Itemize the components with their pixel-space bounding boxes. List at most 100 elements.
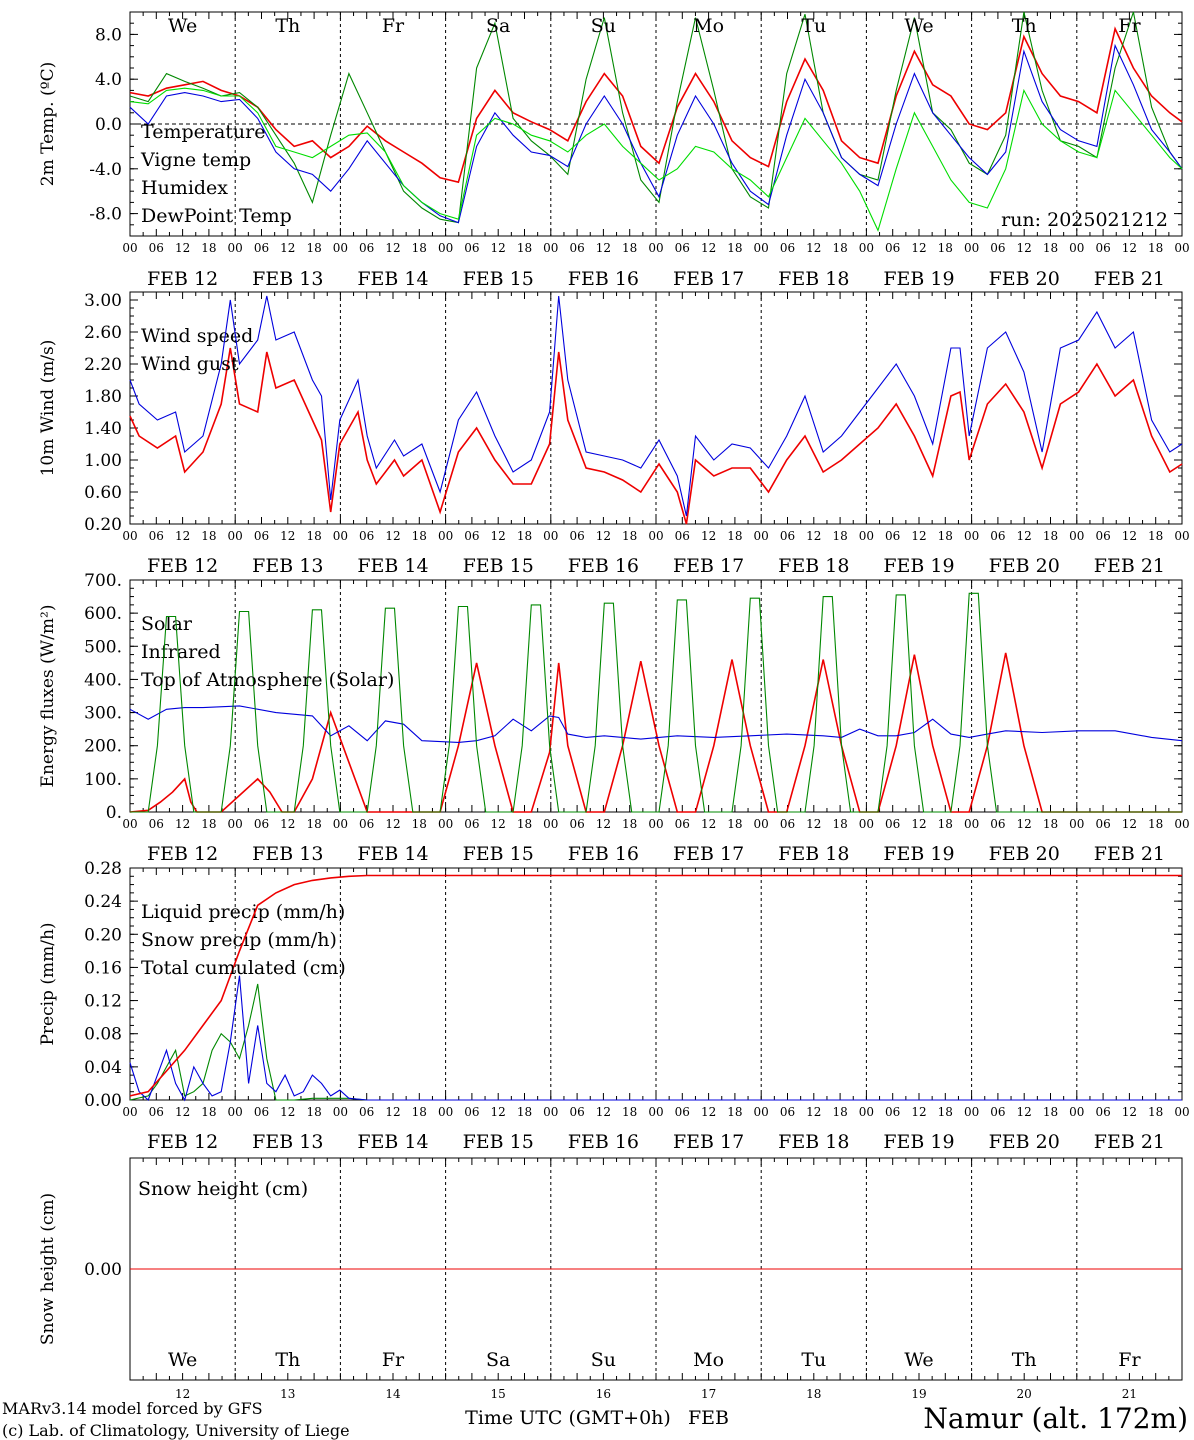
date-label: FEB 13 (252, 843, 323, 865)
date-label: FEB 19 (883, 843, 954, 865)
hour-label: 00 (754, 529, 769, 543)
date-label: FEB 18 (778, 268, 849, 290)
hour-label: 00 (543, 817, 558, 831)
hour-label: 06 (1095, 1105, 1110, 1119)
hour-label: 06 (149, 817, 164, 831)
hour-label: 06 (885, 817, 900, 831)
day-number: 13 (280, 1387, 295, 1401)
hour-label: 00 (228, 241, 243, 255)
y-tick-label: 1.40 (84, 419, 122, 439)
date-label: FEB 17 (673, 1131, 744, 1153)
hour-label: 18 (201, 1105, 216, 1119)
hour-label: 12 (911, 817, 926, 831)
hour-label: 12 (280, 241, 295, 255)
date-label: FEB 18 (778, 843, 849, 865)
date-label: FEB 17 (673, 555, 744, 577)
y-tick-label: 0.00 (84, 1260, 122, 1280)
hour-label: 12 (1017, 1105, 1032, 1119)
legend-entry: Total cumulated (cm) (141, 957, 346, 979)
hour-label: 06 (990, 529, 1005, 543)
hour-label: 18 (938, 241, 953, 255)
hour-label: 00 (333, 529, 348, 543)
y-axis-label: 2m Temp. (ºC) (38, 62, 58, 187)
date-label: FEB 20 (989, 268, 1060, 290)
day-abbr-bottom: Su (591, 1349, 616, 1371)
day-abbr-top: We (168, 15, 197, 37)
day-number: 12 (175, 1387, 190, 1401)
date-label: FEB 12 (147, 1131, 218, 1153)
hour-label: 12 (385, 241, 400, 255)
hour-label: 18 (306, 1105, 321, 1119)
hour-label: 00 (754, 817, 769, 831)
hour-label: 18 (201, 529, 216, 543)
hour-label: 06 (254, 241, 269, 255)
time-axis-label: Time UTC (GMT+0h) (465, 1407, 671, 1429)
series-vigne-temp (129, 11, 1183, 224)
series-top-of-atmosphere-solar- (130, 592, 1182, 813)
hour-label: 06 (569, 529, 584, 543)
hour-label: 06 (464, 529, 479, 543)
hour-label: 00 (543, 529, 558, 543)
hour-label: 06 (359, 817, 374, 831)
hour-label: 18 (1148, 529, 1163, 543)
hour-label: 06 (1095, 241, 1110, 255)
y-tick-label: 0.28 (84, 859, 122, 879)
hour-label: 18 (517, 529, 532, 543)
hour-label: 18 (622, 241, 637, 255)
hour-label: 18 (832, 1105, 847, 1119)
day-abbr-top: Tu (801, 15, 826, 37)
hour-label: 00 (438, 241, 453, 255)
hour-label: 18 (517, 1105, 532, 1119)
hour-label: 06 (359, 529, 374, 543)
day-abbr-top: Th (275, 15, 300, 37)
day-abbr-bottom: Th (275, 1349, 300, 1371)
hour-label: 12 (280, 529, 295, 543)
hour-label: 18 (1148, 241, 1163, 255)
hour-label: 18 (832, 817, 847, 831)
hour-label: 12 (596, 1105, 611, 1119)
y-axis-label: Energy fluxes (W/m²) (38, 605, 58, 788)
hour-label: 06 (885, 241, 900, 255)
run-label: run: 2025021212 (1001, 209, 1168, 231)
date-label: FEB 15 (463, 1131, 534, 1153)
hour-label: 12 (385, 817, 400, 831)
hour-label: 18 (412, 241, 427, 255)
day-number: 17 (701, 1387, 716, 1401)
hour-label: 18 (1148, 817, 1163, 831)
y-tick-label: 1.80 (84, 387, 122, 407)
hour-label: 00 (1174, 817, 1189, 831)
hour-label: 18 (938, 817, 953, 831)
date-label: FEB 14 (357, 1131, 428, 1153)
hour-label: 06 (149, 529, 164, 543)
series-snow-precip-mm-h- (129, 975, 1182, 1102)
panel-5: 0.00 Snow height (cm) Snow height (cm) (38, 1157, 1183, 1381)
footer-lab: (c) Lab. of Climatology, University of L… (2, 1421, 350, 1440)
hour-label: 18 (727, 529, 742, 543)
hour-label: 06 (780, 1105, 795, 1119)
hour-label: 18 (412, 1105, 427, 1119)
hour-label: 18 (412, 529, 427, 543)
y-tick-label: 0.60 (84, 483, 122, 503)
hour-label: 06 (885, 529, 900, 543)
hour-label: 00 (648, 817, 663, 831)
date-label: FEB 18 (778, 555, 849, 577)
y-axis-label: Precip (mm/h) (38, 922, 58, 1045)
y-tick-label: 3.00 (84, 291, 122, 311)
hour-label: 06 (149, 241, 164, 255)
hour-label: 00 (1069, 241, 1084, 255)
hour-label: 06 (254, 1105, 269, 1119)
hour-label: 12 (491, 529, 506, 543)
station-label: Namur (alt. 172m) (923, 1402, 1188, 1435)
y-tick-label: 0.12 (84, 992, 122, 1012)
y-tick-label: 0.16 (84, 958, 122, 978)
hour-label: 00 (333, 817, 348, 831)
y-tick-label: 0.24 (84, 892, 122, 912)
hour-label: 00 (964, 1105, 979, 1119)
hour-label: 06 (675, 529, 690, 543)
hour-label: 00 (228, 1105, 243, 1119)
hour-label: 18 (517, 241, 532, 255)
hour-label: 00 (543, 1105, 558, 1119)
y-tick-label: 2.20 (84, 355, 122, 375)
footer-model: MARv3.14 model forced by GFS (2, 1399, 263, 1418)
hour-label: 00 (1174, 241, 1189, 255)
